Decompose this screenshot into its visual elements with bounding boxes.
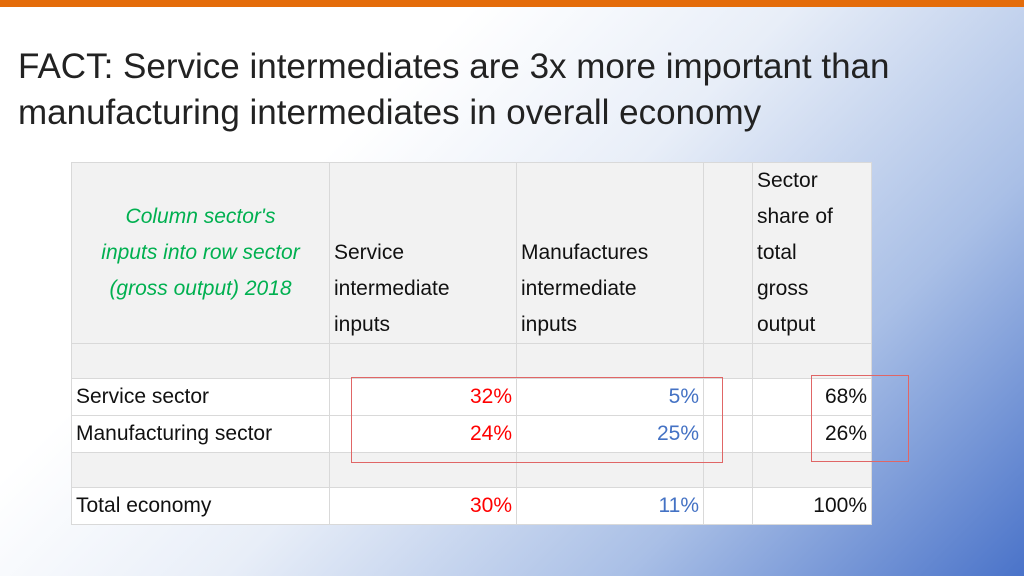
data-table: Column sector's inputs into row sector (… <box>71 162 872 525</box>
corner-line: (gross output) 2018 <box>109 277 292 300</box>
sector-share-header: Sector share of total gross output <box>752 162 872 344</box>
corner-line: inputs into row sector <box>101 241 300 264</box>
row-label: Manufacturing sector <box>71 415 330 453</box>
gap-cell <box>703 162 753 344</box>
header-line: total <box>757 241 797 264</box>
share-highlight-box <box>811 375 909 462</box>
intermediates-highlight-box <box>351 377 723 463</box>
share-value: 26% <box>752 415 872 453</box>
table-row: Total economy 30% 11% 100% <box>71 487 872 525</box>
service-value: 32% <box>329 378 517 416</box>
spacer-row <box>71 452 872 488</box>
header-line: output <box>757 313 816 336</box>
manufactures-value: 11% <box>516 487 704 525</box>
header-line: intermediate <box>334 277 450 300</box>
manufactures-inputs-header: Manufactures intermediate inputs <box>516 162 704 344</box>
corner-header: Column sector's inputs into row sector (… <box>71 162 330 344</box>
accent-bar <box>0 0 1024 7</box>
header-line: Service <box>334 241 405 264</box>
corner-line: Column sector's <box>125 205 276 228</box>
header-line: Manufactures <box>521 241 649 264</box>
header-line: inputs <box>334 313 391 336</box>
header-line: Sector <box>757 169 818 192</box>
row-label: Service sector <box>71 378 330 416</box>
share-value: 100% <box>752 487 872 525</box>
header-line: share of <box>757 205 833 228</box>
header-line: inputs <box>521 313 578 336</box>
service-value: 24% <box>329 415 517 453</box>
table-row: Service sector 32% 5% 68% <box>71 378 872 416</box>
gap-cell <box>703 487 753 525</box>
service-value: 30% <box>329 487 517 525</box>
gap-cell <box>703 378 753 416</box>
header-line: gross <box>757 277 809 300</box>
table-row: Manufacturing sector 24% 25% 26% <box>71 415 872 453</box>
service-inputs-header: Service intermediate inputs <box>329 162 517 344</box>
row-label: Total economy <box>71 487 330 525</box>
table-header-row: Column sector's inputs into row sector (… <box>71 162 872 344</box>
spacer-row <box>71 343 872 379</box>
header-line: intermediate <box>521 277 637 300</box>
slide-title: FACT: Service intermediates are 3x more … <box>18 47 890 132</box>
